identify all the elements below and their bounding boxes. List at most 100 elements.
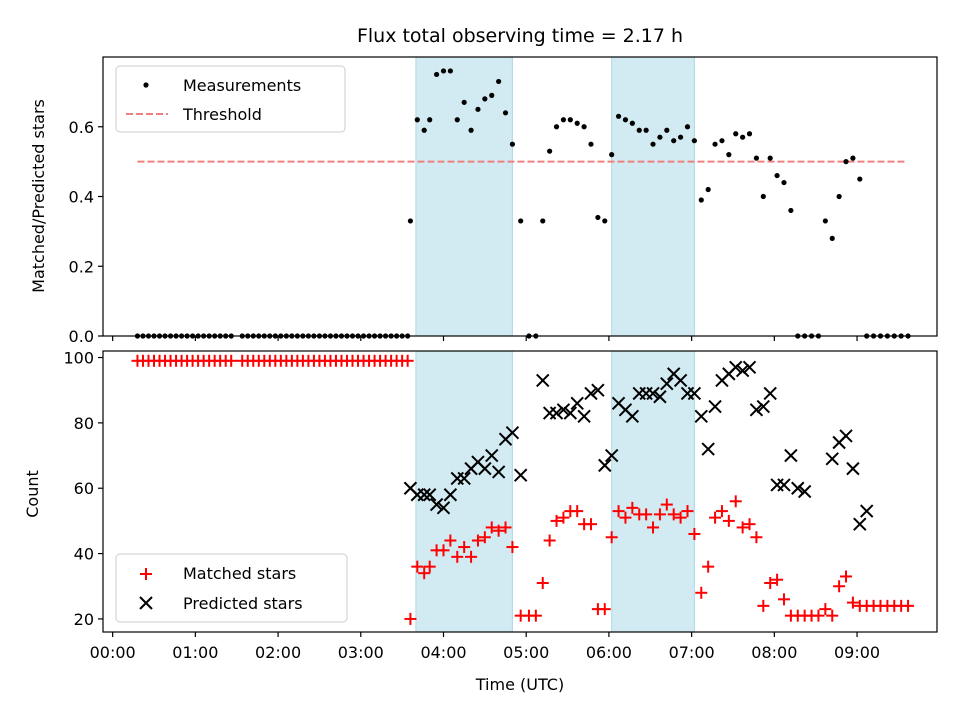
y-tick-label: 0.4 (69, 188, 94, 207)
matched-star-point (771, 573, 784, 586)
matched-star-point (833, 580, 846, 593)
predicted-star-point (478, 461, 492, 476)
measurement-point (407, 218, 414, 224)
bottom-legend: Matched stars Predicted stars (115, 553, 348, 623)
x-axis-label: Time (UTC) (475, 675, 564, 694)
matched-star-point (812, 609, 825, 622)
measurement-point (746, 131, 753, 137)
matched-star-point (584, 518, 597, 531)
predicted-star-point (859, 504, 874, 518)
measurement-point (753, 155, 760, 161)
predicted-star-point (673, 373, 688, 388)
predicted-star-point (513, 468, 528, 482)
predicted-star-point (577, 409, 591, 424)
top-y-ticks: 0.0 0.2 0.4 0.6 (69, 118, 103, 346)
matched-star-point (536, 576, 549, 589)
predicted-star-point (491, 465, 506, 479)
predicted-star-point (417, 488, 431, 502)
measurement-point (602, 218, 608, 224)
matched-star-point (557, 511, 570, 524)
matched-star-point (750, 531, 763, 544)
predicted-star-point (839, 429, 853, 443)
matched-star-point (764, 576, 777, 589)
matched-star-point (819, 603, 832, 616)
predicted-star-point (598, 458, 612, 473)
x-tick-label: 02:00 (255, 643, 301, 662)
predicted-star-point (436, 501, 451, 515)
matched-star-point (478, 531, 491, 544)
legend-measurements-marker (143, 82, 149, 88)
measurement-point (421, 127, 427, 133)
matched-star-point (225, 354, 238, 367)
predicted-star-point (770, 478, 784, 492)
measurement-point (595, 214, 601, 221)
predicted-star-point (505, 425, 520, 440)
matched-star-point (640, 508, 653, 521)
measurement-point (502, 110, 509, 116)
predicted-star-point (570, 396, 584, 410)
matched-star-point (499, 521, 512, 534)
predicted-star-point (485, 448, 499, 463)
measurement-point (574, 120, 580, 126)
matched-star-point (612, 505, 625, 518)
predicted-star-point (542, 406, 557, 420)
matched-star-point (757, 599, 770, 612)
x-tick-label: 09:00 (834, 643, 880, 662)
x-tick-label: 06:00 (586, 643, 632, 662)
predicted-star-point (443, 488, 458, 502)
y-tick-label: 40 (74, 545, 94, 564)
predicted-star-point (457, 471, 471, 486)
predicted-star-point (591, 383, 605, 397)
x-tick-label: 00:00 (90, 643, 136, 662)
measurement-point (560, 117, 567, 123)
shaded-interval (611, 56, 695, 337)
measurement-point (760, 193, 766, 200)
matched-star-point (471, 534, 484, 547)
bottom-y-axis-label: Count (23, 470, 42, 518)
predicted-star-point (604, 448, 619, 463)
legend-threshold-label: Threshold (182, 105, 262, 124)
matched-star-point (702, 560, 715, 573)
matched-star-point (605, 531, 618, 544)
matched-star-point (674, 511, 687, 524)
measurement-point (588, 141, 594, 147)
matched-star-point (695, 586, 708, 599)
measurement-point (664, 127, 670, 133)
matched-star-point (660, 498, 673, 511)
matched-star-point (550, 514, 563, 527)
measurement-point (740, 134, 746, 140)
predicted-star-point (791, 481, 805, 495)
shaded-interval (415, 350, 513, 633)
predicted-star-point (756, 399, 771, 414)
bottom-y-ticks: 20 40 60 80 100 (63, 349, 103, 629)
measurement-point (414, 117, 420, 123)
matched-star-point (411, 560, 424, 573)
legend-predicted-marker (139, 596, 153, 610)
predicted-star-point (701, 442, 715, 456)
measurement-point (509, 141, 516, 147)
measurement-point (843, 159, 849, 165)
measurement-point (671, 138, 677, 144)
x-tick-label: 04:00 (420, 643, 466, 662)
measurement-point (547, 148, 553, 154)
measurement-point (553, 124, 560, 130)
measurement-point (733, 131, 739, 137)
bottom-legend-box (115, 553, 348, 623)
predicted-star-point (797, 484, 812, 499)
measurement-point (677, 134, 684, 140)
measurement-point (698, 197, 704, 203)
measurement-point (427, 117, 433, 123)
measurement-point (609, 152, 615, 158)
measurement-point (788, 207, 794, 214)
measurement-point (636, 127, 642, 133)
measurement-point (712, 141, 718, 147)
matched-star-point (401, 354, 414, 367)
bottom-plot-frame (102, 350, 938, 633)
measurement-point (434, 71, 440, 78)
predicted-star-point (853, 517, 867, 531)
matched-star-point (404, 612, 417, 625)
top-x-ticks (112, 336, 858, 341)
measurement-point (850, 155, 856, 161)
matched-star-point (465, 550, 478, 563)
predicted-star-point (423, 488, 437, 502)
